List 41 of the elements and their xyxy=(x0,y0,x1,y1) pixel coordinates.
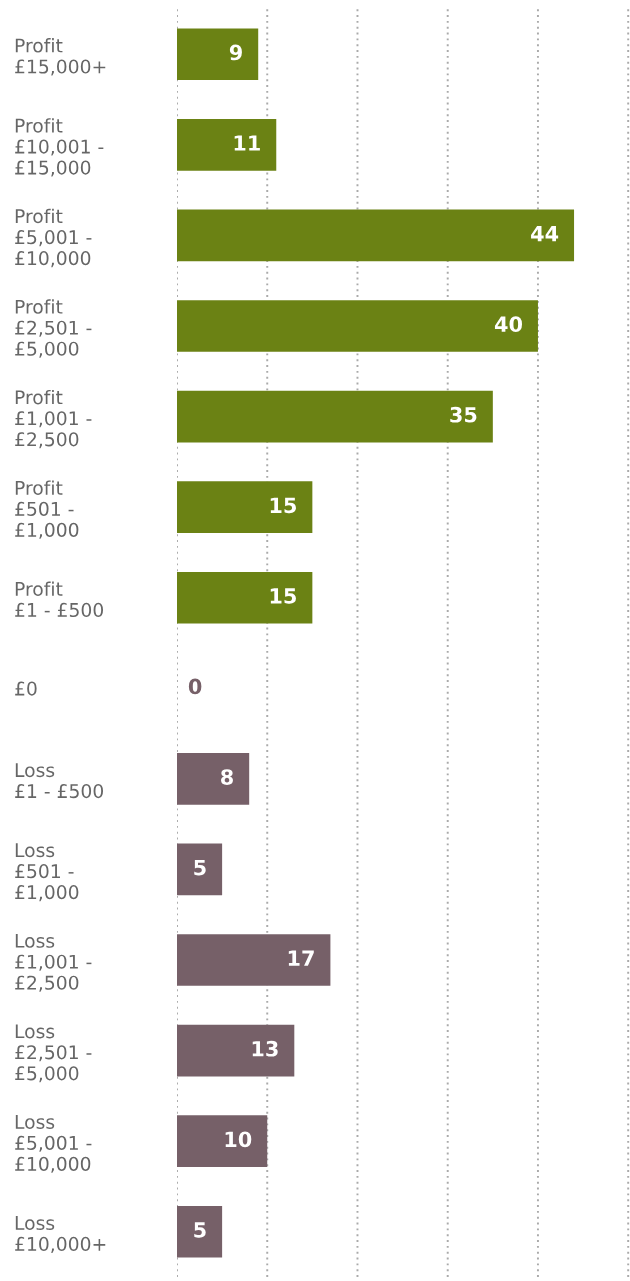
data-label: 0 xyxy=(188,678,202,695)
y-tick-label: Loss £501 - £1,000 xyxy=(15,843,79,902)
y-tick-label: £0 xyxy=(15,681,37,696)
bar xyxy=(177,28,259,81)
bar xyxy=(177,481,313,533)
bar xyxy=(177,390,493,443)
bar xyxy=(177,753,250,805)
bar xyxy=(177,1115,268,1167)
y-tick-label: Profit £2,501 - £5,000 xyxy=(15,299,92,358)
y-tick-label: Profit £501 - £1,000 xyxy=(15,480,79,539)
data-label: 11 xyxy=(234,135,260,151)
y-tick-label: Profit £10,001 - £15,000 xyxy=(15,118,104,177)
bar xyxy=(177,1024,295,1077)
y-tick-label: Loss £1 - £500 xyxy=(15,763,104,799)
bar xyxy=(177,209,575,262)
y-tick-label: Profit £1,001 - £2,500 xyxy=(15,389,92,449)
y-tick-label: Profit £1 - £500 xyxy=(15,581,104,618)
data-label: 10 xyxy=(225,1131,252,1148)
data-label: 15 xyxy=(270,497,296,514)
bar xyxy=(177,571,313,624)
bar xyxy=(177,300,538,352)
y-tick-label: Loss £2,501 - £5,000 xyxy=(15,1024,92,1083)
y-tick-label: Profit £15,000+ xyxy=(15,38,106,76)
y-tick-label: Loss £1,001 - £2,500 xyxy=(15,933,92,992)
data-label: 44 xyxy=(531,225,559,242)
y-tick-label: Profit £5,001 - £10,000 xyxy=(15,208,92,268)
bar xyxy=(177,119,277,171)
data-label: 5 xyxy=(194,859,206,876)
data-label: 40 xyxy=(494,316,523,333)
bar xyxy=(177,934,331,986)
data-label: 5 xyxy=(194,1222,206,1238)
data-label: 13 xyxy=(252,1040,278,1057)
y-tick-label: Loss £10,000+ xyxy=(15,1216,106,1253)
data-label: 35 xyxy=(450,406,477,423)
data-label: 8 xyxy=(221,769,233,785)
data-label: 17 xyxy=(288,950,314,966)
bar xyxy=(177,1205,223,1258)
bar xyxy=(177,843,223,896)
data-label: 9 xyxy=(229,44,242,61)
data-label: 15 xyxy=(270,588,296,604)
y-tick-label: Loss £5,001 - £10,000 xyxy=(15,1115,92,1173)
